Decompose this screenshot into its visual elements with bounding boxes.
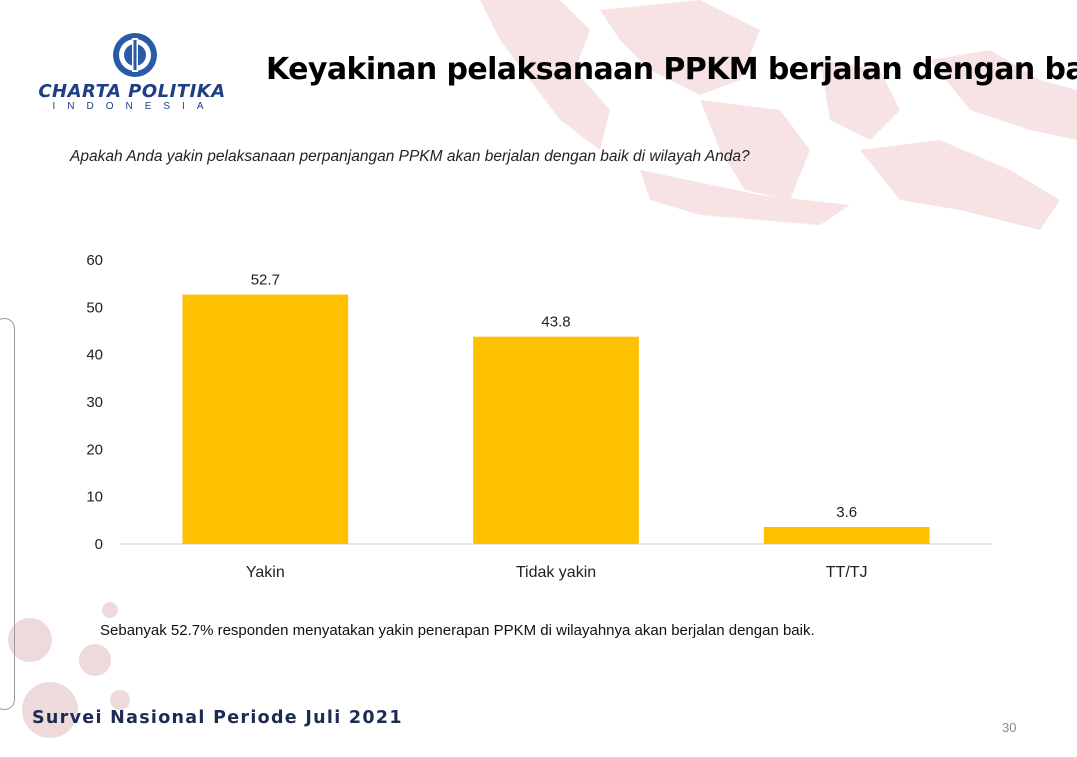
chart-caption: Sebanyak 52.7% responden menyatakan yaki… — [100, 622, 815, 639]
virus-decoration — [8, 602, 130, 738]
y-tick-label: 40 — [86, 347, 103, 364]
footer-survey-label: Survei Nasional Periode Juli 2021 — [32, 708, 403, 728]
survey-question: Apakah Anda yakin pelaksanaan perpanjang… — [70, 148, 750, 165]
x-category-label: Tidak yakin — [516, 564, 596, 581]
y-tick-label: 10 — [86, 489, 103, 506]
y-tick-label: 30 — [86, 394, 103, 411]
logo-subtitle: INDONESIA — [52, 101, 216, 112]
page-number: 30 — [1002, 720, 1017, 735]
y-tick-label: 50 — [86, 299, 103, 316]
data-label: 3.6 — [836, 504, 857, 521]
y-tick-label: 0 — [95, 536, 103, 553]
y-tick-label: 20 — [86, 441, 103, 458]
x-category-label: Yakin — [246, 564, 285, 581]
logo-name: CHARTA POLITIKA — [38, 81, 226, 102]
data-label: 43.8 — [541, 314, 570, 331]
bar-tidak-yakin — [473, 336, 639, 544]
side-frame-decoration — [0, 318, 15, 710]
logo-mark-icon — [113, 33, 157, 77]
data-label: 52.7 — [251, 272, 280, 289]
bar-yakin — [182, 294, 349, 544]
x-category-label: TT/TJ — [826, 564, 868, 581]
y-tick-label: 60 — [86, 252, 103, 269]
page-title: Keyakinan pelaksanaan PPKM berjalan deng… — [266, 52, 1077, 87]
charta-politika-logo: CHARTA POLITIKA INDONESIA — [32, 30, 237, 112]
bar-tt-tj — [763, 526, 930, 544]
